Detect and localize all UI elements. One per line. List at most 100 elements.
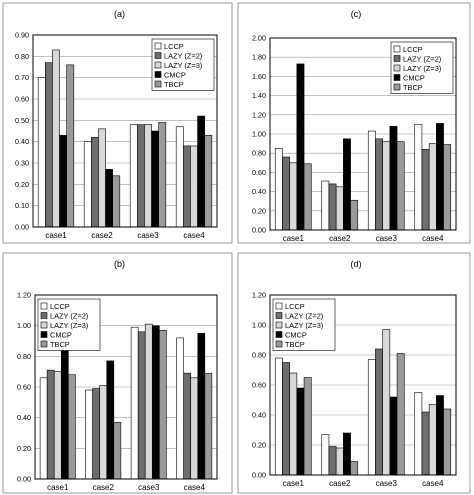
bar-b-case1-series4 [60, 343, 69, 480]
legend-swatch [275, 340, 283, 348]
bar-d-case1-series1 [274, 357, 283, 476]
bar-c-case2-series3 [335, 186, 344, 231]
x-tick-label: case3 [376, 479, 398, 488]
legend-box [37, 298, 101, 351]
bar-c-case3-series5 [396, 141, 405, 231]
chart-panel-d: (d) 0.00 0.20 0.40 0.60 0.80 1.00 1.20 case1 case… [237, 252, 471, 494]
legend-label: LCCP [164, 42, 184, 51]
bar-a-case2-series1 [83, 141, 92, 228]
x-tick-label: case4 [183, 231, 205, 240]
bar-c-case4-series2 [421, 149, 430, 231]
bar-d-case4-series5 [443, 408, 452, 476]
bar-b-case1-series2 [46, 369, 55, 480]
x-tick-label: case3 [138, 483, 160, 492]
legend-label: LAZY (Z=3) [164, 61, 202, 70]
y-tick-label: 0.80 [252, 351, 266, 360]
bar-d-case2-series4 [343, 432, 351, 476]
x-tick-label: case3 [376, 234, 398, 243]
bar-b-case4-series5 [204, 372, 213, 480]
legend-swatch [40, 340, 48, 348]
bar-c-case2-series4 [343, 138, 351, 231]
y-tick-label: 0.60 [15, 95, 29, 104]
bar-c-case4-series4 [436, 123, 444, 231]
y-tick-label: 0.00 [252, 471, 266, 480]
bar-b-case4-series2 [183, 372, 192, 480]
bar-d-case3-series5 [396, 353, 405, 476]
bar-a-case2-series3 [98, 128, 106, 228]
chart-title: (a) [114, 9, 125, 19]
bar-a-case2-series5 [112, 175, 121, 228]
legend-label: LAZY (Z=2) [50, 312, 88, 321]
bar-d-case2-series5 [350, 461, 359, 476]
chart-title: (d) [351, 259, 362, 269]
bar-c-case1-series2 [282, 156, 290, 231]
bar-c-case4-series3 [428, 143, 437, 231]
legend-swatch [154, 80, 162, 88]
y-tick-label: 0.60 [17, 383, 31, 392]
y-tick-label: 0.80 [252, 149, 266, 158]
y-tick-label: 1.00 [252, 130, 266, 139]
y-tick-label: 1.00 [252, 321, 266, 330]
x-tick-label: case4 [184, 483, 206, 492]
x-tick-label: case2 [329, 479, 351, 488]
y-tick-label: 1.00 [17, 321, 31, 330]
legend-label: CMCP [164, 71, 186, 80]
y-tick-label: 2.00 [252, 34, 266, 43]
x-tick-label: case2 [329, 234, 351, 243]
x-tick-label: case1 [283, 234, 305, 243]
x-tick-label: case4 [422, 479, 444, 488]
bar-b-case2-series5 [113, 421, 122, 480]
bar-b-case3-series5 [159, 329, 167, 480]
legend-swatch [40, 302, 48, 310]
bar-a-case4-series5 [204, 134, 213, 228]
x-tick-label: case3 [137, 231, 159, 240]
bar-a-case3-series3 [144, 124, 152, 228]
legend-swatch [393, 64, 401, 72]
legend-swatch [275, 321, 283, 329]
bar-d-case3-series2 [375, 348, 383, 476]
legend-label: LAZY (Z=3) [285, 321, 323, 330]
y-tick-label: 1.20 [17, 291, 31, 300]
legend-swatch [275, 312, 283, 319]
legend-label: LAZY (Z=3) [50, 321, 88, 330]
plot-area [32, 34, 218, 228]
bar-d-case1-series4 [296, 387, 305, 476]
y-tick-label: 0.10 [15, 201, 29, 210]
bar-d-case3-series3 [382, 329, 391, 476]
y-tick-label: 0.70 [15, 73, 29, 82]
bar-b-case2-series2 [92, 388, 101, 480]
y-tick-label: 0.60 [252, 168, 266, 177]
legend-swatch [154, 61, 162, 69]
chart-panel-b: (b) 0.00 0.20 0.40 0.60 0.80 1.00 1.20 case1 case… [2, 252, 233, 494]
legend-swatch [275, 302, 283, 310]
y-tick-label: 0.00 [252, 226, 266, 235]
legend-swatch [393, 45, 401, 53]
bar-c-case3-series1 [367, 130, 376, 231]
bar-d-case4-series2 [421, 411, 430, 476]
bar-c-case3-series3 [382, 141, 391, 231]
y-tick-label: 0.80 [15, 52, 29, 61]
bar-c-case4-series1 [414, 124, 423, 231]
x-tick-label: case2 [93, 483, 115, 492]
legend-label: LCCP [50, 302, 70, 311]
bar-c-case2-series1 [321, 180, 330, 231]
x-tick-label: case1 [47, 483, 69, 492]
bar-b-case4-series4 [197, 333, 206, 480]
bar-a-case4-series2 [183, 145, 191, 228]
bar-a-case1-series4 [59, 134, 67, 228]
legend-swatch [275, 331, 283, 338]
bar-a-case3-series2 [137, 124, 145, 228]
y-tick-label: 0.40 [17, 413, 31, 422]
bar-b-case4-series3 [190, 377, 199, 480]
y-tick-label: 1.20 [252, 110, 266, 119]
legend-label: LCCP [403, 45, 423, 54]
bar-b-case3-series3 [144, 323, 153, 480]
y-tick-label: 1.40 [252, 91, 266, 100]
y-tick-label: 0.20 [17, 444, 31, 453]
bar-d-case1-series3 [289, 372, 298, 476]
legend-label: LCCP [285, 302, 305, 311]
bar-b-case1-series5 [68, 374, 76, 480]
